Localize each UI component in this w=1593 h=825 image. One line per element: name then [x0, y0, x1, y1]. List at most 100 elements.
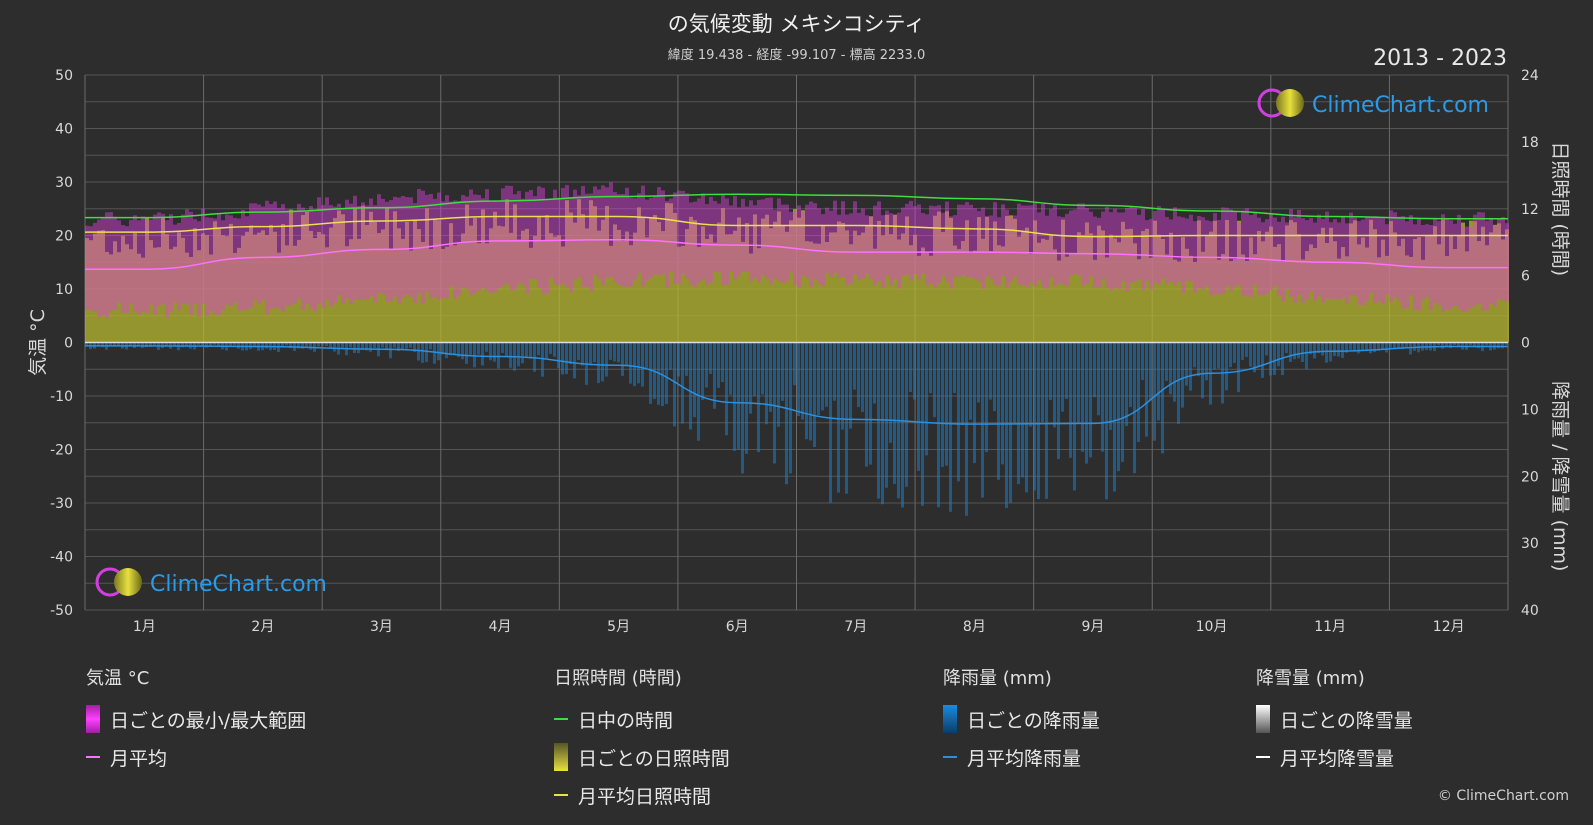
daily-temp-range-bar	[253, 203, 257, 301]
daily-sunshine-bar	[129, 249, 133, 343]
daily-rain-bar	[1453, 342, 1456, 345]
daily-sunshine-bar	[321, 234, 325, 343]
daily-sunshine-bar	[1173, 259, 1177, 343]
daily-temp-range-bar	[113, 216, 117, 310]
daily-temp-range-bar	[1221, 207, 1225, 294]
daily-sunshine-bar	[113, 241, 117, 343]
daily-rain-bar	[1197, 342, 1200, 377]
daily-rain-bar	[149, 342, 152, 347]
daily-temp-range-bar	[897, 212, 901, 289]
daily-rain-bar	[1393, 342, 1396, 349]
daily-sunshine-bar	[1153, 220, 1157, 343]
daily-temp-range-bar	[481, 198, 485, 288]
daily-temp-range-bar	[825, 207, 829, 273]
daily-temp-range-bar	[457, 200, 461, 296]
daily-temp-range-bar	[605, 187, 609, 278]
daily-temp-range-bar	[853, 201, 857, 275]
daily-rain-bar	[1449, 342, 1452, 349]
daily-rain-bar	[757, 342, 760, 453]
daily-sunshine-bar	[85, 238, 89, 343]
watermark-logo-top: ClimeChart.com	[1257, 88, 1489, 118]
daily-temp-range-bar	[181, 214, 185, 304]
daily-rain-bar	[457, 342, 460, 357]
daily-sunshine-bar	[945, 211, 949, 343]
daily-rain-bar	[321, 342, 324, 346]
daily-rain-bar	[209, 342, 212, 347]
daily-temp-range-bar	[885, 210, 889, 276]
daily-rain-bar	[1357, 342, 1360, 354]
daily-temp-range-bar	[1337, 222, 1341, 301]
daily-sunshine-bar	[977, 217, 981, 343]
daily-temp-range-bar	[681, 190, 685, 274]
daily-bars	[85, 182, 1509, 516]
daily-rain-bar	[233, 342, 236, 346]
swatch-daily-sunshine	[554, 743, 568, 771]
daily-temp-range-bar	[593, 186, 597, 275]
daily-temp-range-bar	[173, 224, 177, 303]
daily-temp-range-bar	[673, 192, 677, 284]
daily-temp-range-bar	[345, 199, 349, 299]
daily-temp-range-bar	[1449, 220, 1453, 309]
daily-rain-bar	[1353, 342, 1356, 352]
right-tick-label-sunshine: 6	[1521, 269, 1530, 285]
daily-rain-bar	[1053, 342, 1056, 428]
daily-sunshine-bar	[561, 246, 565, 343]
daily-temp-range-bar	[601, 185, 605, 286]
daily-rain-bar	[1025, 342, 1028, 493]
chart-title: の気候変動 メキシコシティ	[667, 12, 926, 36]
daily-rain-bar	[1097, 342, 1100, 416]
month-label: 8月	[963, 619, 986, 635]
daily-sunshine-bar	[413, 220, 417, 343]
right-tick-label-rain: 10	[1521, 402, 1539, 418]
daily-sunshine-bar	[1333, 241, 1337, 343]
daily-temp-range-bar	[929, 205, 933, 284]
daily-sunshine-bar	[381, 229, 385, 343]
daily-temp-range-bar	[757, 199, 761, 283]
daily-temp-range-bar	[233, 217, 237, 303]
daily-temp-range-bar	[1005, 209, 1009, 288]
left-tick-label: -30	[50, 496, 73, 512]
daily-rain-bar	[421, 342, 424, 363]
daily-sunshine-bar	[473, 217, 477, 343]
daily-sunshine-bar	[1133, 243, 1137, 343]
daily-temp-range-bar	[657, 187, 661, 277]
daily-temp-range-bar	[513, 194, 517, 290]
daily-rain-bar	[1401, 342, 1404, 350]
daily-temp-range-bar	[161, 213, 165, 305]
daily-sunshine-bar	[1177, 261, 1181, 343]
daily-sunshine-bar	[1025, 227, 1029, 343]
daily-sunshine-bar	[829, 232, 833, 343]
daily-rain-bar	[501, 342, 504, 353]
daily-temp-range-bar	[289, 213, 293, 306]
monthly-sunshine-line	[85, 215, 1508, 238]
daily-temp-range-bar	[1485, 220, 1489, 310]
daily-temp-range-bar	[145, 220, 149, 314]
daily-rain-bar	[525, 342, 528, 359]
daily-sunshine-bar	[105, 251, 109, 343]
daily-sunshine-bar	[629, 245, 633, 343]
daily-rain-bar	[621, 342, 624, 376]
daily-sunshine-bar	[453, 245, 457, 343]
daily-sunshine-bar	[585, 228, 589, 343]
daily-sunshine-bar	[361, 205, 365, 343]
daily-temp-range-bar	[1441, 214, 1445, 313]
daily-temp-range-bar	[1425, 224, 1429, 297]
daily-sunshine-bar	[1125, 229, 1129, 343]
daily-temp-range-bar	[533, 196, 537, 280]
daily-sunshine-bar	[1005, 215, 1009, 343]
daily-temp-range-bar	[377, 194, 381, 294]
daily-temp-range-bar	[301, 207, 305, 311]
daily-rain-bar	[793, 342, 796, 386]
year-range: 2013 - 2023	[1373, 46, 1507, 71]
daily-temp-range-bar	[953, 215, 957, 277]
daily-sunshine-bar	[265, 234, 269, 343]
daily-sunshine-bar	[325, 247, 329, 343]
left-axis-title: 気温 °C	[27, 309, 49, 376]
daily-temp-range-bar	[509, 185, 513, 291]
daily-temp-range-bar	[1101, 211, 1105, 280]
monthly-rain-line	[85, 345, 1508, 425]
daily-temp-range-bar	[1049, 209, 1053, 278]
daily-sunshine-bar	[1285, 225, 1289, 343]
daily-temp-range-bar	[1257, 217, 1261, 296]
daily-sunshine-bar	[1149, 257, 1153, 343]
